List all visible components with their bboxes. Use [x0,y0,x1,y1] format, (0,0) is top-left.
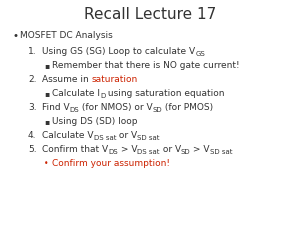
Text: > V: > V [118,145,137,154]
Text: 1.: 1. [28,47,37,56]
Text: Confirm your assumption!: Confirm your assumption! [52,159,170,168]
Text: SD: SD [181,148,190,155]
Text: or V: or V [160,145,181,154]
Text: MOSFET DC Analysis: MOSFET DC Analysis [20,31,113,40]
Text: 5.: 5. [28,145,37,154]
Text: Calculate I: Calculate I [52,89,100,98]
Text: (for PMOS): (for PMOS) [163,103,214,112]
Text: ▪: ▪ [44,89,49,98]
Text: DS: DS [70,106,79,112]
Text: Confirm that V: Confirm that V [42,145,108,154]
Text: DS sat: DS sat [94,135,116,140]
Text: Using DS (SD) loop: Using DS (SD) loop [52,117,137,126]
Text: 4.: 4. [28,131,37,140]
Text: •: • [12,31,18,41]
Text: ▪: ▪ [44,61,49,70]
Text: > V: > V [190,145,210,154]
Text: GS: GS [195,50,205,56]
Text: DS sat: DS sat [137,148,160,155]
Text: (for NMOS) or V: (for NMOS) or V [79,103,153,112]
Text: 2.: 2. [28,75,37,84]
Text: saturation: saturation [92,75,138,84]
Text: Remember that there is NO gate current!: Remember that there is NO gate current! [52,61,240,70]
Text: Recall Lecture 17: Recall Lecture 17 [84,7,216,22]
Text: 3.: 3. [28,103,37,112]
Text: SD sat: SD sat [137,135,160,140]
Text: DS: DS [108,148,118,155]
Text: D: D [100,92,105,99]
Text: •: • [44,159,49,168]
Text: Using GS (SG) Loop to calculate V: Using GS (SG) Loop to calculate V [42,47,195,56]
Text: Assume in: Assume in [42,75,92,84]
Text: or V: or V [116,131,137,140]
Text: Calculate V: Calculate V [42,131,94,140]
Text: ▪: ▪ [44,117,49,126]
Text: SD sat: SD sat [210,148,233,155]
Text: using saturation equation: using saturation equation [105,89,225,98]
Text: Find V: Find V [42,103,70,112]
Text: SD: SD [153,106,163,112]
